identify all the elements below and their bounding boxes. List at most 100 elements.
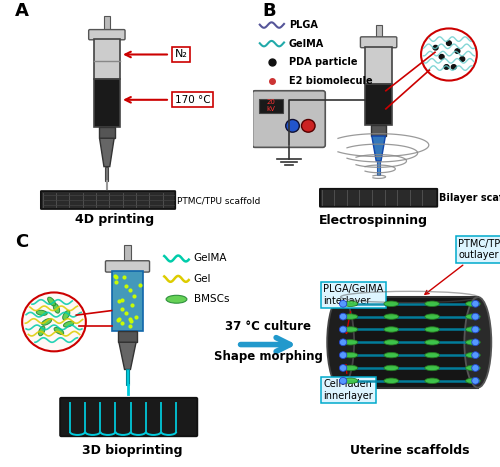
Ellipse shape (384, 301, 398, 306)
Circle shape (444, 65, 449, 69)
Bar (340, 297, 478, 388)
Ellipse shape (425, 314, 440, 319)
Ellipse shape (425, 353, 440, 358)
FancyBboxPatch shape (41, 191, 175, 209)
Text: GelMA: GelMA (194, 254, 227, 263)
Polygon shape (100, 138, 114, 167)
Ellipse shape (466, 378, 480, 383)
Circle shape (340, 300, 347, 307)
Circle shape (340, 313, 347, 320)
Bar (126, 369, 129, 385)
Ellipse shape (343, 365, 358, 371)
Text: Cell-laden
innerlayer: Cell-laden innerlayer (324, 365, 373, 401)
Ellipse shape (48, 297, 56, 306)
Ellipse shape (384, 353, 398, 358)
Text: Bilayer scaffold: Bilayer scaffold (439, 193, 500, 203)
Ellipse shape (42, 318, 51, 325)
Text: BMSCs: BMSCs (194, 294, 229, 304)
Bar (366, 47, 392, 84)
Bar (258, 99, 283, 113)
Circle shape (421, 28, 477, 80)
Ellipse shape (425, 365, 440, 371)
Text: Shape morphing: Shape morphing (214, 350, 323, 363)
Ellipse shape (384, 327, 398, 332)
Text: Gel: Gel (194, 274, 211, 284)
Ellipse shape (425, 301, 440, 306)
Ellipse shape (327, 297, 354, 388)
Circle shape (286, 120, 300, 132)
Circle shape (340, 365, 347, 371)
Circle shape (340, 326, 347, 333)
Text: 3D bioprinting: 3D bioprinting (82, 445, 182, 457)
Ellipse shape (384, 340, 398, 345)
Ellipse shape (425, 327, 440, 332)
Circle shape (340, 339, 347, 346)
Ellipse shape (343, 378, 358, 383)
Text: E2 biomolecule: E2 biomolecule (289, 76, 372, 86)
Ellipse shape (425, 340, 440, 345)
Circle shape (452, 65, 456, 69)
Bar (118, 331, 137, 342)
Text: GelMA: GelMA (289, 39, 324, 49)
Bar (94, 79, 120, 127)
Text: 20
kV: 20 kV (266, 99, 275, 113)
Ellipse shape (425, 378, 440, 383)
Text: PLGA/GelMA
interlayer: PLGA/GelMA interlayer (324, 284, 384, 333)
Polygon shape (119, 342, 136, 369)
FancyBboxPatch shape (60, 398, 198, 436)
Bar (366, 84, 392, 125)
Text: Uterine scaffolds: Uterine scaffolds (350, 445, 469, 457)
Circle shape (433, 45, 438, 50)
FancyBboxPatch shape (88, 29, 125, 40)
Text: 4D printing: 4D printing (74, 213, 154, 226)
Circle shape (340, 352, 347, 359)
Circle shape (302, 120, 315, 132)
Ellipse shape (466, 314, 480, 319)
FancyBboxPatch shape (320, 189, 438, 207)
Bar (377, 161, 380, 175)
Ellipse shape (54, 304, 60, 313)
Ellipse shape (343, 314, 358, 319)
Ellipse shape (466, 340, 480, 345)
Bar (371, 125, 386, 136)
Ellipse shape (466, 365, 480, 371)
Ellipse shape (36, 310, 47, 315)
Ellipse shape (166, 295, 187, 303)
Circle shape (472, 313, 479, 320)
Text: PLGA: PLGA (289, 20, 318, 30)
Ellipse shape (384, 365, 398, 371)
Ellipse shape (466, 301, 480, 306)
Ellipse shape (466, 327, 480, 332)
FancyBboxPatch shape (252, 91, 325, 148)
Bar (376, 25, 382, 39)
Text: 170 °C: 170 °C (175, 95, 210, 105)
Ellipse shape (54, 327, 64, 334)
FancyBboxPatch shape (106, 261, 150, 272)
Text: PTMC/TPU scaffold: PTMC/TPU scaffold (177, 196, 260, 205)
Text: C: C (15, 233, 28, 251)
Text: 37 °C culture: 37 °C culture (226, 320, 312, 333)
Bar (106, 167, 108, 181)
Polygon shape (372, 136, 386, 161)
Ellipse shape (384, 314, 398, 319)
Ellipse shape (466, 353, 480, 358)
Ellipse shape (343, 353, 358, 358)
Circle shape (22, 292, 86, 351)
Ellipse shape (343, 327, 358, 332)
Ellipse shape (343, 301, 358, 306)
Ellipse shape (464, 297, 491, 388)
Bar (94, 39, 120, 79)
Text: B: B (262, 2, 276, 20)
FancyBboxPatch shape (360, 37, 397, 48)
Circle shape (472, 300, 479, 307)
Ellipse shape (64, 321, 74, 327)
Text: Electrospinning: Electrospinning (320, 214, 428, 227)
Circle shape (472, 326, 479, 333)
Circle shape (472, 352, 479, 359)
Circle shape (455, 49, 460, 53)
Circle shape (446, 41, 452, 45)
Circle shape (439, 55, 444, 59)
Circle shape (472, 365, 479, 371)
Circle shape (340, 377, 347, 384)
Bar (124, 245, 131, 263)
